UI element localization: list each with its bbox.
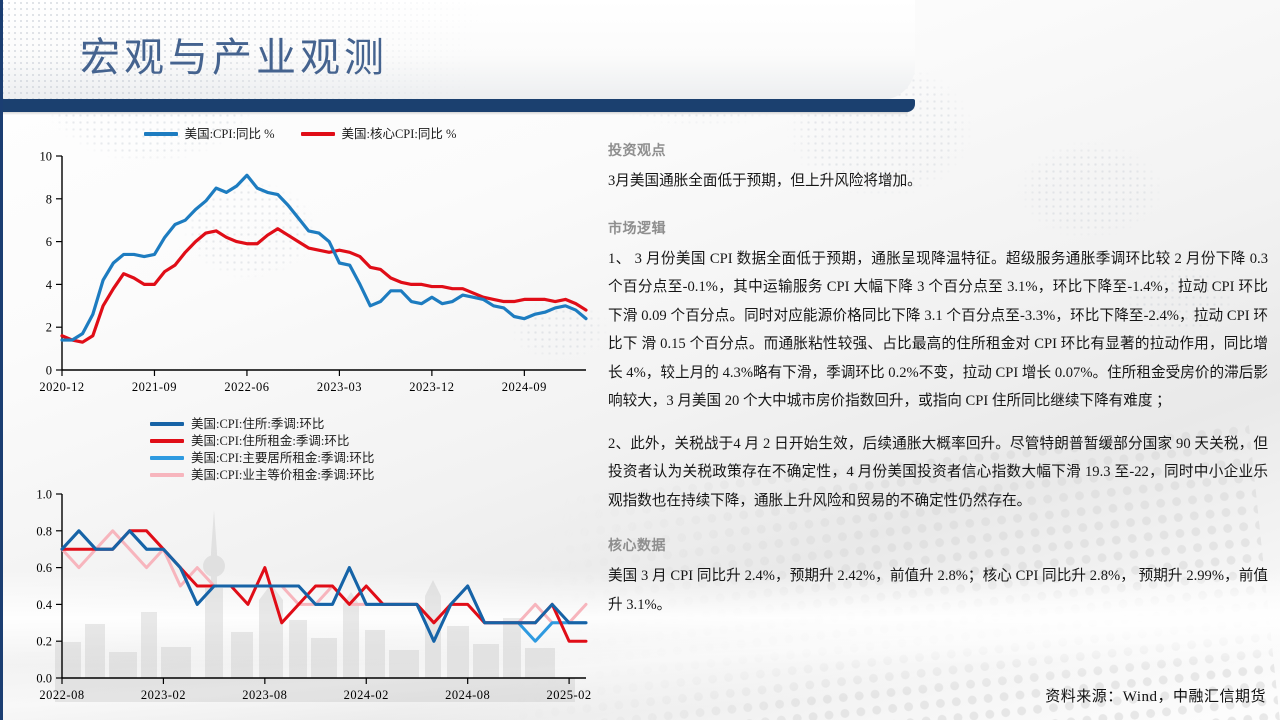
section-body: 1、 3 月份美国 CPI 数据全面低于预期，通胀呈现降温特征。超级服务通胀季调…: [608, 250, 1268, 410]
slide-header: 宏观与产业观测: [0, 0, 1280, 115]
svg-text:1.0: 1.0: [36, 488, 52, 502]
legend-swatch-icon: [150, 456, 184, 460]
section-heading: 市场逻辑: [608, 220, 666, 237]
section-heading: 核心数据: [608, 538, 666, 554]
section-heading: 投资观点: [608, 143, 666, 159]
svg-text:4: 4: [46, 278, 53, 292]
spacer: [608, 196, 1268, 218]
svg-text:0.0: 0.0: [36, 672, 52, 686]
spacer: [608, 416, 1268, 430]
plot-svg-bottom: 0.0 0.2 0.4 0.6 0.8 1.0 2022-08 2023-02 2023-08 2…: [36, 488, 592, 703]
svg-text:0.2: 0.2: [36, 635, 52, 649]
legend-item: 美国:CPI:住所:季调:环比: [150, 416, 600, 432]
legend-swatch-icon: [150, 473, 184, 477]
section-market-logic-part2: 2、此外，关税战于4 月 2 日开始生效，后续通胀大概率回升。尽管特朗普暂缓部分…: [608, 430, 1268, 516]
legend-label: 美国:CPI:同比 %: [184, 127, 275, 141]
city-skyline-watermark: [55, 510, 575, 702]
svg-text:2022-06: 2022-06: [224, 380, 269, 394]
legend-swatch-icon: [300, 132, 335, 136]
commentary-panel: 投资观点 3月美国通胀全面低于预期，但上升风险将增加。 市场逻辑 1、 3 月份…: [608, 140, 1268, 700]
svg-text:2022-08: 2022-08: [39, 688, 84, 702]
left-edge-accent: [0, 0, 3, 720]
svg-text:0: 0: [46, 364, 52, 378]
svg-text:2023-02: 2023-02: [141, 688, 186, 702]
chart-us-cpi-yoy: 美国:CPI:同比 % 美国:核心CPI:同比 % 0 2 4 6 8 10 2020-12 2…: [0, 126, 600, 416]
legend-label: 美国:CPI:业主等价租金:季调:环比: [191, 468, 375, 482]
legend-item: 美国:CPI:住所租金:季调:环比: [150, 433, 600, 449]
legend-swatch-icon: [150, 439, 184, 443]
plot-area-bottom: 0.0 0.2 0.4 0.6 0.8 1.0 2022-08 2023-02 2023-08 2…: [0, 484, 600, 712]
legend-swatch-icon: [150, 422, 184, 426]
header-dot-texture: [0, 0, 915, 100]
svg-text:2023-03: 2023-03: [317, 380, 362, 394]
legend-item: 美国:CPI:业主等价租金:季调:环比: [150, 467, 600, 483]
chart-us-cpi-shelter-mom: 美国:CPI:住所:季调:环比美国:CPI:住所租金:季调:环比美国:CPI:主…: [0, 416, 600, 716]
section-body: 美国 3 月 CPI 同比升 2.4%，预期升 2.42%，前值升 2.8%；核…: [608, 568, 1268, 613]
svg-text:0.6: 0.6: [36, 561, 52, 575]
section-market-logic: 市场逻辑 1、 3 月份美国 CPI 数据全面低于预期，通胀呈现降温特征。超级服…: [608, 218, 1268, 416]
legend-item: 美国:CPI:同比 %: [143, 126, 275, 142]
svg-text:2024-02: 2024-02: [344, 688, 389, 702]
chart-legend-top: 美国:CPI:同比 % 美国:核心CPI:同比 %: [0, 126, 600, 142]
legend-item: 美国:CPI:主要居所租金:季调:环比: [150, 450, 600, 466]
legend-label: 美国:核心CPI:同比 %: [341, 127, 457, 141]
chart-legend-bottom: 美国:CPI:住所:季调:环比美国:CPI:住所租金:季调:环比美国:CPI:主…: [0, 416, 600, 483]
legend-item: 美国:核心CPI:同比 %: [300, 126, 457, 142]
header-accent-bar: [0, 99, 915, 112]
svg-text:0.8: 0.8: [36, 524, 52, 538]
section-core-data: 核心数据 美国 3 月 CPI 同比升 2.4%，预期升 2.42%，前值升 2…: [608, 535, 1268, 619]
legend-label: 美国:CPI:主要居所租金:季调:环比: [191, 451, 375, 465]
plot-svg-top: 0 2 4 6 8 10 2020-12 2021-09 2022-06 2023-03 2023-…: [39, 150, 588, 394]
header-accent-bar-shadow: [0, 112, 908, 115]
section-body: 3月美国通胀全面低于预期，但上升风险将增加。: [608, 173, 922, 189]
legend-label: 美国:CPI:住所:季调:环比: [191, 417, 325, 431]
section-investment-view: 投资观点 3月美国通胀全面低于预期，但上升风险将增加。: [608, 140, 1268, 196]
plot-area-top: 0 2 4 6 8 10 2020-12 2021-09 2022-06 2023-03 2023-…: [0, 142, 600, 404]
svg-text:2: 2: [46, 321, 52, 335]
svg-text:10: 10: [40, 150, 53, 164]
legend-swatch-icon: [143, 132, 178, 136]
svg-text:2025-02: 2025-02: [547, 688, 592, 702]
charts-column: 美国:CPI:同比 % 美国:核心CPI:同比 % 0 2 4 6 8 10 2020-12 2…: [0, 118, 600, 720]
svg-text:2023-12: 2023-12: [409, 380, 454, 394]
svg-text:2023-08: 2023-08: [242, 688, 287, 702]
svg-text:2020-12: 2020-12: [39, 380, 84, 394]
svg-text:2021-09: 2021-09: [132, 380, 177, 394]
page-title: 宏观与产业观测: [80, 35, 388, 81]
svg-text:0.4: 0.4: [36, 598, 52, 612]
svg-text:8: 8: [46, 192, 52, 206]
svg-text:2024-09: 2024-09: [502, 380, 547, 394]
svg-text:2024-08: 2024-08: [445, 688, 490, 702]
svg-text:6: 6: [46, 235, 52, 249]
spacer: [608, 515, 1268, 535]
section-body: 2、此外，关税战于4 月 2 日开始生效，后续通胀大概率回升。尽管特朗普暂缓部分…: [608, 435, 1268, 509]
legend-label: 美国:CPI:住所租金:季调:环比: [191, 434, 350, 448]
source-attribution: 资料来源：Wind，中融汇信期货: [1045, 689, 1266, 705]
